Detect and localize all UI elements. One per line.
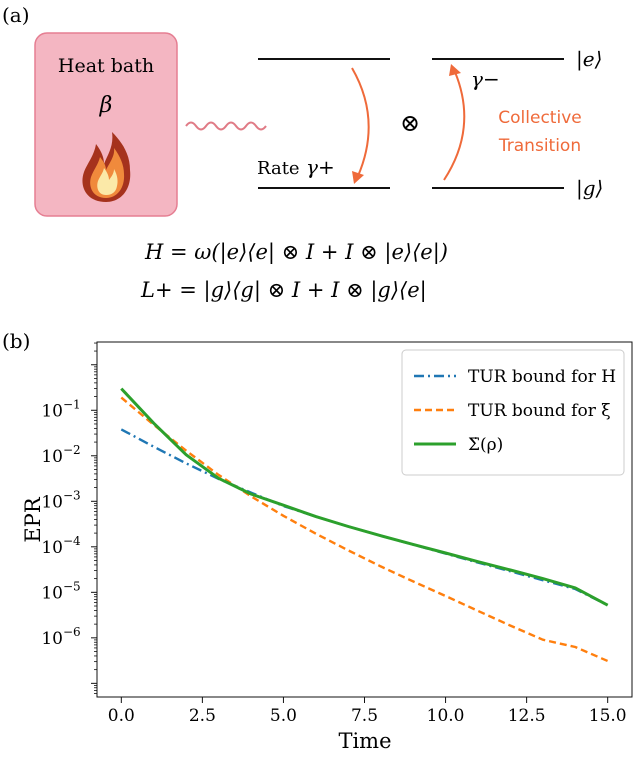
y-tick-label: 10−6 — [41, 625, 80, 649]
legend: TUR bound for H TUR bound for ξ Σ̇(ρ) — [401, 349, 625, 476]
rate-label: Rate — [257, 158, 300, 179]
series-line — [120, 396, 609, 663]
y-axis-label: EPR — [21, 496, 45, 542]
coupling-wave — [185, 121, 267, 131]
x-tick-label: 15.0 — [589, 706, 627, 726]
flame-icon — [82, 132, 131, 202]
y-tick-label: 10−4 — [41, 534, 81, 558]
x-tick-label: 2.5 — [189, 706, 216, 726]
chart: 0.0 2.5 5.0 7.5 10.0 12.5 15.0 10−110−210−310−… — [21, 341, 633, 753]
x-tick-label: 0.0 — [108, 706, 135, 726]
x-axis-ticks: 0.0 2.5 5.0 7.5 10.0 12.5 15.0 — [108, 697, 627, 726]
decay-arrow — [351, 67, 370, 177]
legend-items: TUR bound for H TUR bound for ξ Σ̇(ρ) — [414, 367, 616, 455]
gamma-plus-label: γ+ — [306, 155, 335, 179]
tensor-symbol: ⊗ — [400, 109, 420, 137]
x-tick-label: 12.5 — [508, 706, 546, 726]
legend-label: Σ̇(ρ) — [468, 435, 503, 455]
panel-b-label: (b) — [2, 329, 30, 353]
legend-label: TUR bound for H — [468, 367, 616, 387]
series-layer — [120, 387, 609, 663]
heat-bath-title: Heat bath — [58, 55, 154, 77]
heat-bath-box — [34, 32, 178, 217]
gamma-minus-label: γ− — [471, 67, 500, 91]
y-tick-label: 10−5 — [41, 579, 80, 603]
collective-label-line2: Transition — [498, 136, 581, 156]
y-tick-label: 10−3 — [41, 488, 80, 512]
series-line — [120, 387, 609, 607]
legend-box — [401, 349, 625, 476]
x-tick-label: 10.0 — [427, 706, 465, 726]
panel-a-label: (a) — [2, 3, 30, 27]
y-axis-ticks: 10−1 10−2 10−3 10−4 10−5 10−6 — [41, 342, 97, 694]
excitation-arrow-head — [449, 64, 461, 76]
x-axis-label: Time — [338, 729, 391, 753]
legend-label: TUR bound for ξ — [468, 401, 611, 421]
y-tick-label: 10−2 — [41, 443, 80, 467]
lindblad-equation: L+ = |g⟩⟨g| ⊗ I + I ⊗ |g⟩⟨e| — [140, 278, 427, 303]
decay-arrow-head — [352, 171, 364, 184]
hamiltonian-equation: H = ω(|e⟩⟨e| ⊗ I + I ⊗ |e⟩⟨e|) — [144, 240, 448, 265]
y-tick-label: 10−1 — [41, 397, 80, 421]
x-tick-label: 5.0 — [270, 706, 297, 726]
excitation-arrow — [443, 71, 466, 181]
beta-symbol: β — [99, 93, 113, 118]
x-tick-label: 7.5 — [351, 706, 378, 726]
collective-label-line1: Collective — [498, 108, 581, 128]
ket-g-label: |g⟩ — [576, 176, 603, 201]
ket-e-label: |e⟩ — [576, 47, 602, 72]
